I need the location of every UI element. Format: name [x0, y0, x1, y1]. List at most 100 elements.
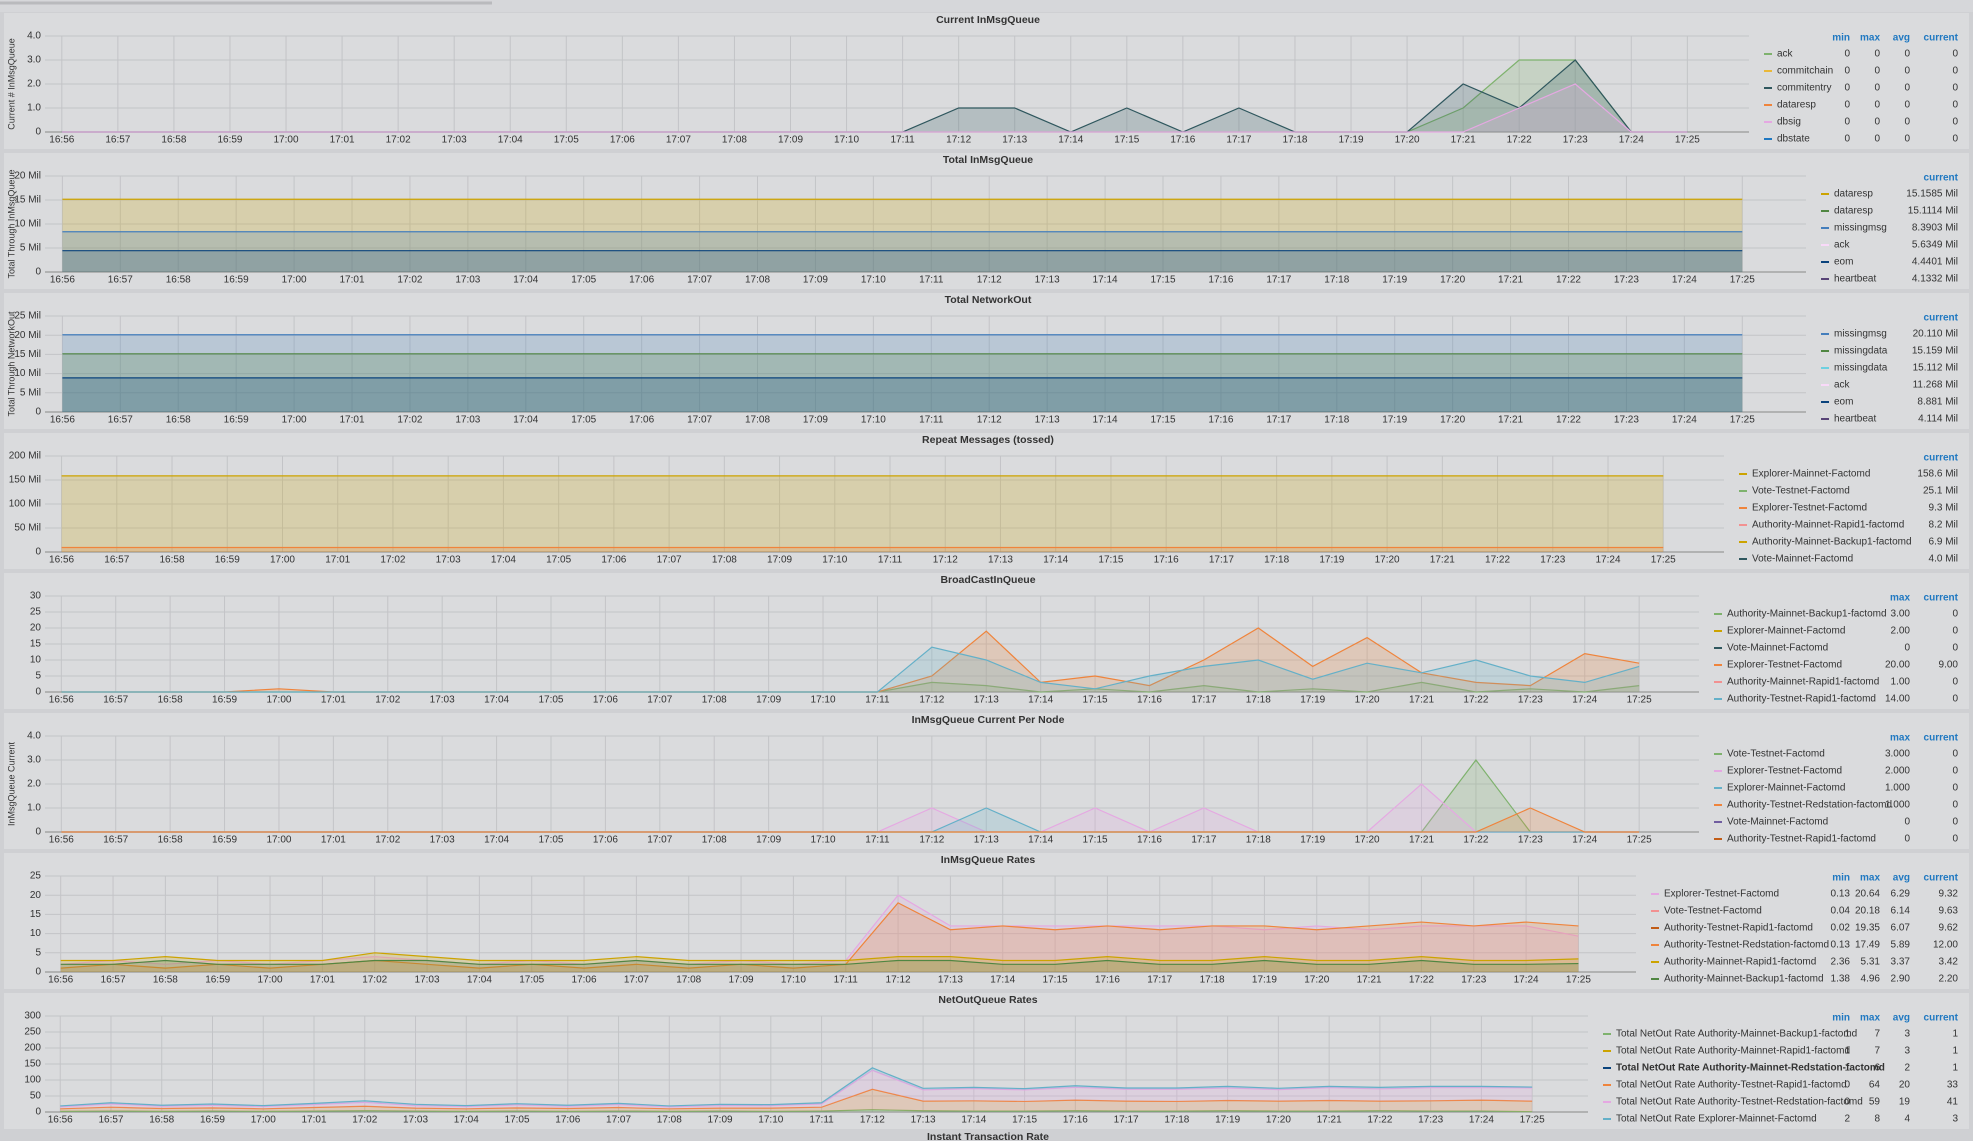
legend-stat: 0: [1952, 817, 1958, 828]
x-tick-label: 17:20: [1440, 275, 1465, 286]
legend-stat: 0: [1904, 117, 1910, 128]
legend-stat: 0: [1952, 766, 1958, 777]
x-tick-label: 17:20: [1440, 415, 1465, 426]
y-tick-label: 10: [30, 928, 42, 939]
x-tick-label: 17:21: [1409, 695, 1434, 706]
x-tick-label: 17:17: [1266, 415, 1291, 426]
panel: InMsgQueue Rates 0 5 10 15 20 25 16:56 16:57 16:5…: [4, 853, 1969, 989]
x-tick-label: 17:14: [1043, 555, 1068, 566]
x-tick-label: 17:05: [571, 415, 596, 426]
legend-name: Authority-Testnet-Rapid1-factomd: [1727, 834, 1876, 845]
y-tick-label: 30: [30, 591, 42, 602]
legend-stat: 7: [1874, 1029, 1880, 1040]
area-fill: [60, 1089, 1533, 1112]
legend-stat: 0: [1952, 834, 1958, 845]
x-tick-label: 17:02: [375, 695, 400, 706]
series-line: [61, 807, 1640, 833]
y-tick-label: 0: [35, 267, 41, 278]
area-fill: [61, 628, 1640, 692]
legend-stat: 0: [1904, 817, 1910, 828]
x-tick-label: 17:21: [1430, 555, 1455, 566]
legend-stat: 9.62: [1939, 923, 1959, 934]
x-tick-label: 17:00: [251, 1115, 276, 1126]
y-tick-label: 0: [35, 827, 41, 838]
x-tick-label: 16:58: [166, 275, 191, 286]
legend-stat: 0: [1952, 749, 1958, 760]
x-tick-label: 17:22: [1409, 975, 1434, 986]
x-tick-label: 17:05: [538, 695, 563, 706]
x-tick-label: 17:05: [519, 975, 544, 986]
x-tick-label: 17:23: [1614, 275, 1639, 286]
x-tick-label: 17:24: [1672, 275, 1697, 286]
x-tick-label: 17:12: [886, 975, 911, 986]
x-tick-label: 17:08: [712, 555, 737, 566]
legend-stat: 25.1 Mil: [1923, 486, 1958, 497]
x-tick-label: 17:19: [1252, 975, 1277, 986]
legend-stat: 0: [1952, 83, 1958, 94]
x-tick-label: 17:01: [330, 135, 355, 146]
x-tick-label: 17:12: [977, 275, 1002, 286]
x-tick-label: 17:23: [1461, 975, 1486, 986]
legend-stat: 6.9 Mil: [1929, 537, 1958, 548]
x-tick-label: 17:17: [1114, 1115, 1139, 1126]
x-tick-label: 17:04: [491, 555, 516, 566]
x-tick-label: 17:18: [1164, 1115, 1189, 1126]
legend-stat: 0: [1874, 83, 1880, 94]
y-tick-label: 2.0: [27, 79, 41, 90]
panel-title: NetOutQueue Rates: [938, 994, 1037, 1006]
x-tick-label: 17:09: [778, 135, 803, 146]
area-fill: [61, 60, 1688, 132]
x-tick-label: 17:25: [1651, 555, 1676, 566]
panel-title: InMsgQueue Current Per Node: [912, 714, 1065, 726]
panel: NetOutQueue Rates05010015020025030016:56…: [4, 993, 1969, 1129]
x-tick-label: 17:24: [1619, 135, 1644, 146]
legend-stat: 2.000: [1885, 766, 1910, 777]
x-tick-label: 17:06: [601, 555, 626, 566]
legend-name: dataresp: [1834, 189, 1873, 200]
x-tick-label: 17:20: [1266, 1115, 1291, 1126]
x-tick-label: 17:15: [1150, 415, 1175, 426]
x-tick-label: 17:06: [593, 835, 618, 846]
legend-name: Total NetOut Rate Authority-Testnet-Reds…: [1616, 1097, 1863, 1108]
legend-stat: 0.13: [1831, 940, 1851, 951]
x-tick-label: 17:16: [1063, 1115, 1088, 1126]
legend-name: Authority-Mainnet-Backup1-factomd: [1664, 974, 1824, 985]
legend-stat: 0: [1904, 643, 1910, 654]
legend-name: Authority-Mainnet-Backup1-factomd: [1727, 609, 1887, 620]
legend-name: ack: [1777, 49, 1794, 60]
x-tick-label: 17:01: [321, 835, 346, 846]
x-tick-label: 17:20: [1375, 555, 1400, 566]
x-tick-label: 17:15: [1083, 835, 1108, 846]
legend-stat: 0: [1952, 49, 1958, 60]
x-tick-label: 17:11: [890, 135, 915, 146]
legend-name: Explorer-Testnet-Factomd: [1664, 889, 1779, 900]
legend-stat: 0: [1844, 49, 1850, 60]
y-tick-label: 0: [35, 547, 41, 558]
legend-stat: 4.1332 Mil: [1912, 274, 1958, 285]
legend-name: Total NetOut Rate Authority-Mainnet-Rapi…: [1616, 1046, 1850, 1057]
legend-stat: 2.00: [1891, 626, 1911, 637]
x-tick-label: 17:11: [919, 415, 944, 426]
x-tick-label: 17:21: [1317, 1115, 1342, 1126]
legend-name: Vote-Testnet-Factomd: [1727, 749, 1825, 760]
y-tick-label: 200 Mil: [9, 451, 41, 462]
x-tick-label: 17:09: [756, 835, 781, 846]
legend-stat: 0: [1874, 100, 1880, 111]
x-tick-label: 17:18: [1264, 555, 1289, 566]
legend-name: Authority-Mainnet-Rapid1-factomd: [1752, 520, 1904, 531]
legend-stat: 6.29: [1891, 889, 1911, 900]
x-tick-label: 16:56: [49, 135, 74, 146]
legend-stat: 0: [1904, 66, 1910, 77]
y-tick-label: 150 Mil: [9, 475, 41, 486]
legend-name: Explorer-Testnet-Factomd: [1727, 766, 1842, 777]
x-tick-label: 17:02: [352, 1115, 377, 1126]
panel: BroadCastInQueue 0 5 10 15 20 25 30 16:56 16:57 16…: [4, 573, 1969, 709]
legend-stat: 1: [1844, 1063, 1850, 1074]
x-tick-label: 17:05: [554, 135, 579, 146]
legend-stat: 0: [1952, 643, 1958, 654]
x-tick-label: 17:17: [1191, 695, 1216, 706]
y-tick-label: 0: [35, 127, 41, 138]
x-tick-label: 17:02: [375, 835, 400, 846]
y-axis-label: Current # InMsgQueue: [6, 38, 16, 130]
legend-stat: 17.49: [1855, 940, 1880, 951]
